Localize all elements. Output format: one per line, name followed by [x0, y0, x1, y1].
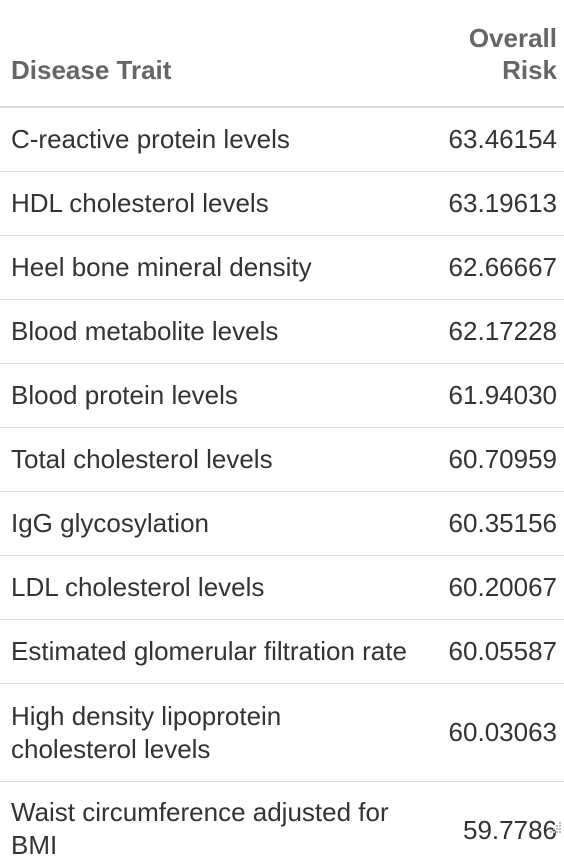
- column-header-overall-risk-line2: Risk: [437, 54, 557, 86]
- table-row[interactable]: Estimated glomerular filtration rate 60.…: [0, 620, 564, 684]
- trait-cell: Total cholesterol levels: [11, 443, 437, 476]
- risk-cell: 60.35156: [437, 507, 557, 540]
- column-header-overall-risk-line1: Overall: [437, 22, 557, 54]
- trait-cell: IgG glycosylation: [11, 507, 437, 540]
- risk-cell: 60.20067: [437, 571, 557, 604]
- trait-cell: High density lipoprotein cholesterol lev…: [11, 700, 437, 766]
- table-row[interactable]: Total cholesterol levels 60.70959: [0, 428, 564, 492]
- trait-cell: Estimated glomerular filtration rate: [11, 635, 437, 668]
- resize-grip-icon[interactable]: [548, 820, 562, 834]
- table-row[interactable]: LDL cholesterol levels 60.20067: [0, 556, 564, 620]
- risk-cell: 60.03063: [437, 716, 557, 749]
- disease-risk-table: Disease Trait Overall Risk C-reactive pr…: [0, 0, 564, 842]
- column-header-disease-trait[interactable]: Disease Trait: [11, 54, 437, 106]
- column-header-overall-risk[interactable]: Overall Risk: [437, 22, 557, 106]
- table-row[interactable]: C-reactive protein levels 63.46154: [0, 108, 564, 172]
- risk-cell: 59.7786: [437, 796, 557, 847]
- table-row[interactable]: Blood metabolite levels 62.17228: [0, 300, 564, 364]
- table-row[interactable]: High density lipoprotein cholesterol lev…: [0, 684, 564, 782]
- table-row[interactable]: Waist circumference adjusted for BMI 59.…: [0, 782, 564, 842]
- trait-cell: Heel bone mineral density: [11, 251, 437, 284]
- risk-cell: 63.46154: [437, 123, 557, 156]
- risk-cell: 62.66667: [437, 251, 557, 284]
- risk-cell: 60.70959: [437, 443, 557, 476]
- table-row[interactable]: Heel bone mineral density 62.66667: [0, 236, 564, 300]
- trait-cell: Blood protein levels: [11, 379, 437, 412]
- risk-cell: 62.17228: [437, 315, 557, 348]
- table-row[interactable]: IgG glycosylation 60.35156: [0, 492, 564, 556]
- trait-cell: LDL cholesterol levels: [11, 571, 437, 604]
- table-header: Disease Trait Overall Risk: [0, 0, 564, 108]
- table-row[interactable]: Blood protein levels 61.94030: [0, 364, 564, 428]
- risk-cell: 61.94030: [437, 379, 557, 412]
- table-row[interactable]: HDL cholesterol levels 63.19613: [0, 172, 564, 236]
- trait-cell: Blood metabolite levels: [11, 315, 437, 348]
- trait-cell: Waist circumference adjusted for BMI: [11, 796, 437, 862]
- trait-cell: C-reactive protein levels: [11, 123, 437, 156]
- risk-cell: 60.05587: [437, 635, 557, 668]
- risk-cell: 63.19613: [437, 187, 557, 220]
- trait-cell: HDL cholesterol levels: [11, 187, 437, 220]
